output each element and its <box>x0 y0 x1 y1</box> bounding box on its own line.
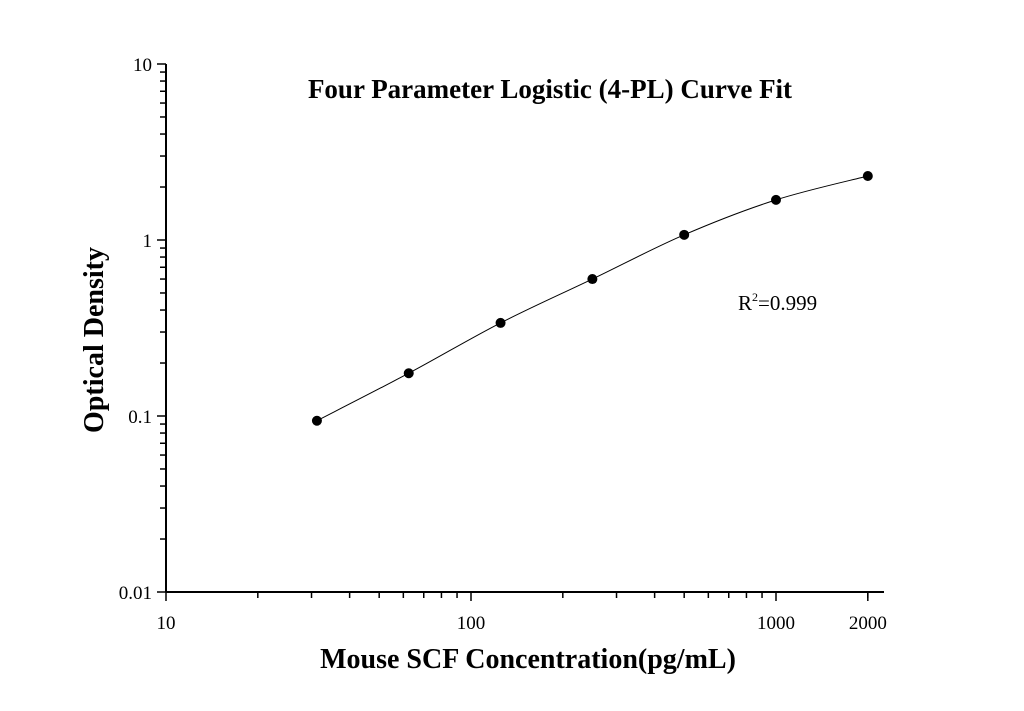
x-axis-label: Mouse SCF Concentration(pg/mL) <box>320 644 736 675</box>
x-tick-label: 2000 <box>849 613 887 634</box>
data-points <box>311 171 873 426</box>
x-tick-label: 1000 <box>757 613 795 634</box>
x-tick-label: 100 <box>457 613 486 634</box>
r-squared-annotation: R2=0.999 <box>738 290 817 315</box>
data-point <box>403 368 414 379</box>
data-point <box>679 229 690 240</box>
data-point <box>771 194 781 205</box>
x-tick-label: 10 <box>157 613 176 634</box>
y-tick-label: 0.1 <box>128 407 152 428</box>
y-axis-label: Optical Density <box>79 247 110 433</box>
data-point <box>495 317 506 328</box>
y-tick-label: 10 <box>133 55 152 76</box>
data-point <box>862 171 873 182</box>
data-point <box>311 415 322 426</box>
y-tick-label: 1 <box>143 231 153 252</box>
axes: 10 100 1000 2000 0.01 0.1 1 10 <box>119 55 887 634</box>
y-tick-label: 0.01 <box>119 583 152 604</box>
data-point <box>587 274 598 285</box>
chart-title: Four Parameter Logistic (4-PL) Curve Fit <box>308 74 792 104</box>
